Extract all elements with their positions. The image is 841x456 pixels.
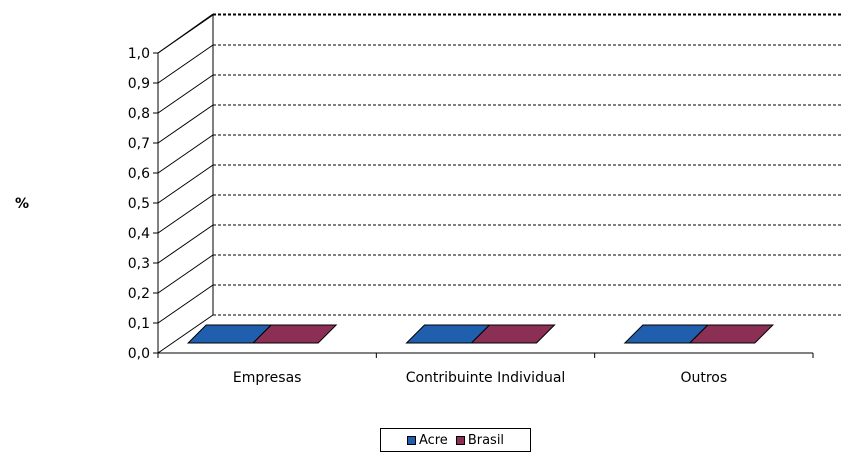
legend-swatch-brasil: [455, 435, 465, 445]
legend-item-brasil: Brasil: [455, 432, 505, 448]
y-tick-label: 0,9: [128, 76, 150, 92]
y-tick-label: 0,8: [128, 106, 150, 122]
side-wall-line: [157, 44, 214, 84]
legend: Acre Brasil: [380, 428, 531, 452]
y-axis-label: %: [15, 196, 29, 212]
side-wall-line: [157, 164, 214, 204]
side-wall-line: [157, 224, 214, 264]
bar-brasil: [688, 324, 775, 344]
legend-label-acre: Acre: [418, 432, 448, 448]
y-tick-label: 0,3: [128, 256, 150, 272]
y-tick-label: 0,6: [128, 166, 150, 182]
bar-brasil: [470, 324, 556, 344]
legend-swatch-acre: [406, 435, 416, 445]
side-wall-line: [157, 104, 214, 144]
side-wall-line: [157, 134, 214, 174]
side-wall-line: [157, 314, 214, 354]
legend-item-acre: Acre: [406, 432, 448, 448]
y-tick-label: 0,1: [128, 316, 150, 332]
x-tick-label: Contribuinte Individual: [406, 370, 566, 386]
y-tick-label: 0,2: [128, 286, 150, 302]
x-tick-label: Outros: [680, 370, 727, 386]
y-tick-label: 0,5: [128, 196, 150, 212]
y-tick-label: 0,4: [128, 226, 150, 242]
side-wall-line: [157, 284, 214, 324]
side-wall-line: [157, 194, 214, 234]
x-tick-label: Empresas: [233, 370, 302, 386]
side-wall-line: [157, 74, 214, 114]
y-tick-label: 1,0: [128, 46, 150, 62]
side-wall-line: [157, 254, 214, 294]
side-wall-top-edge: [157, 13, 214, 54]
y-tick-label: 0,7: [128, 136, 150, 152]
legend-label-brasil: Brasil: [467, 432, 505, 448]
y-tick-label: 0,0: [128, 346, 150, 362]
bar-brasil: [251, 324, 338, 344]
